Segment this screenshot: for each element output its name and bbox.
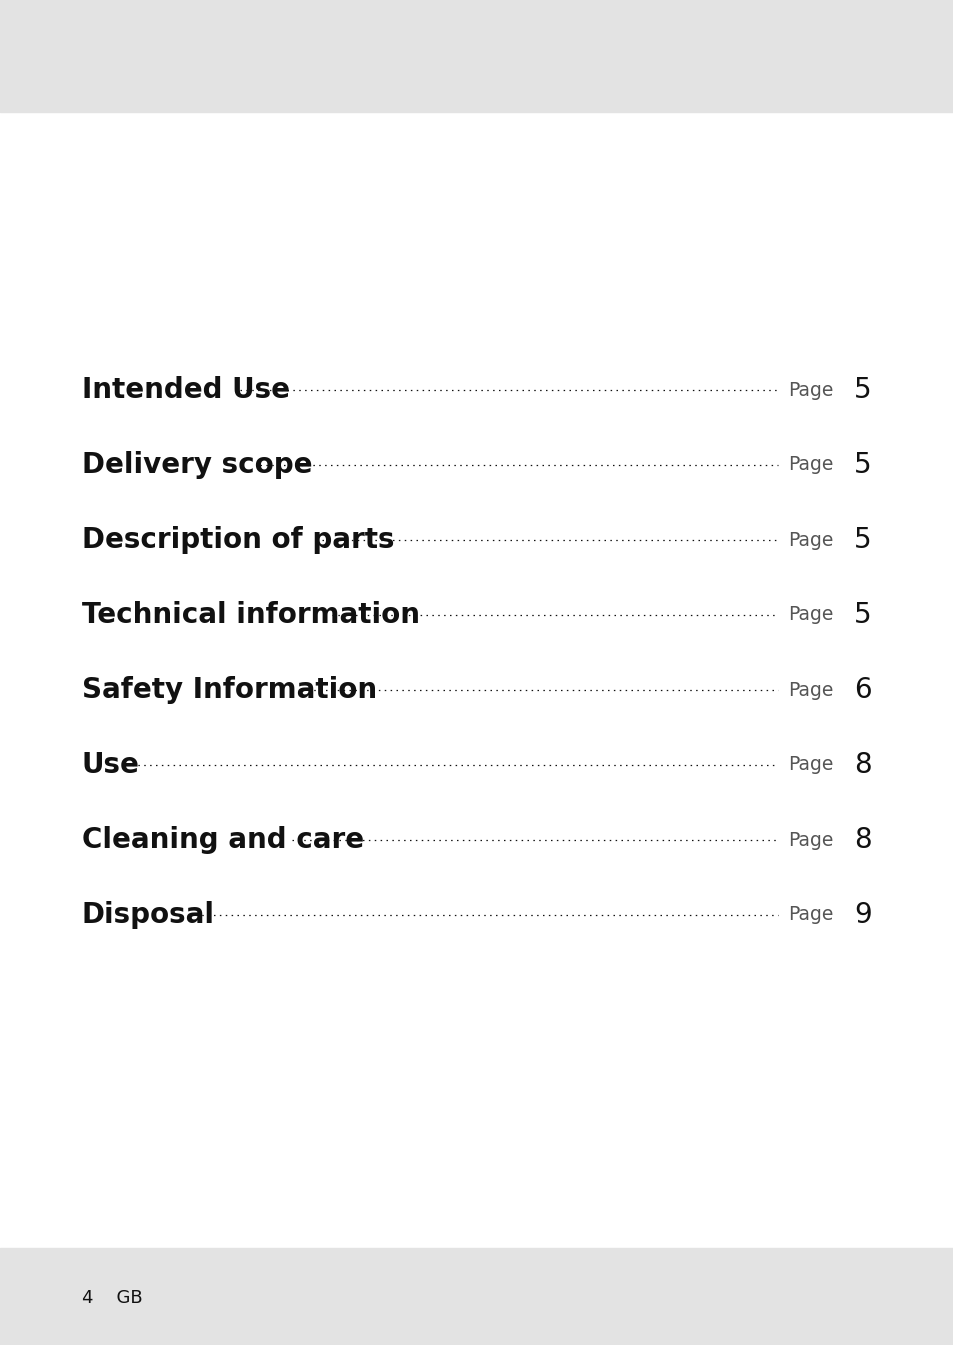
Text: 5: 5 — [854, 601, 871, 629]
Text: Page: Page — [787, 681, 833, 699]
Text: 9: 9 — [853, 901, 871, 929]
Text: Page: Page — [787, 756, 833, 775]
Text: Intended Use: Intended Use — [82, 377, 290, 404]
Text: Page: Page — [787, 381, 833, 399]
Text: 8: 8 — [854, 751, 871, 779]
Text: Delivery scope: Delivery scope — [82, 451, 313, 479]
Text: 4    GB: 4 GB — [82, 1289, 143, 1307]
Text: Page: Page — [787, 456, 833, 475]
Text: Page: Page — [787, 605, 833, 624]
Text: Cleaning and care: Cleaning and care — [82, 826, 364, 854]
Text: Safety Information: Safety Information — [82, 677, 376, 703]
Text: Technical information: Technical information — [82, 601, 419, 629]
Text: Page: Page — [787, 530, 833, 550]
Text: Disposal: Disposal — [82, 901, 214, 929]
Text: 5: 5 — [854, 526, 871, 554]
Bar — [0, 0, 953, 112]
Text: Use: Use — [82, 751, 140, 779]
Text: 5: 5 — [854, 377, 871, 404]
Text: 5: 5 — [854, 451, 871, 479]
Text: Description of parts: Description of parts — [82, 526, 395, 554]
Text: Page: Page — [787, 830, 833, 850]
Bar — [0, 1248, 953, 1345]
Text: 8: 8 — [854, 826, 871, 854]
Text: 6: 6 — [854, 677, 871, 703]
Text: Page: Page — [787, 905, 833, 924]
